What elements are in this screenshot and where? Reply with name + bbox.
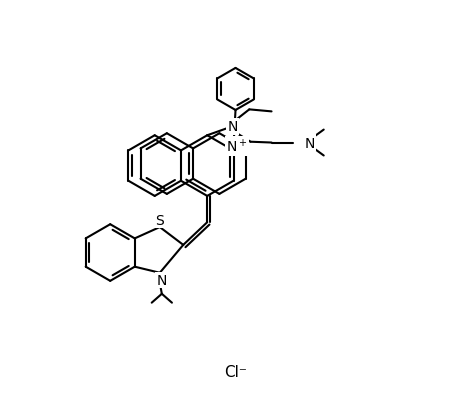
- Text: Cl⁻: Cl⁻: [224, 364, 247, 380]
- Text: N$^+$: N$^+$: [226, 137, 248, 155]
- Text: S: S: [156, 213, 164, 227]
- Text: N: N: [157, 273, 167, 288]
- Text: N: N: [305, 136, 315, 150]
- Text: N: N: [227, 120, 238, 134]
